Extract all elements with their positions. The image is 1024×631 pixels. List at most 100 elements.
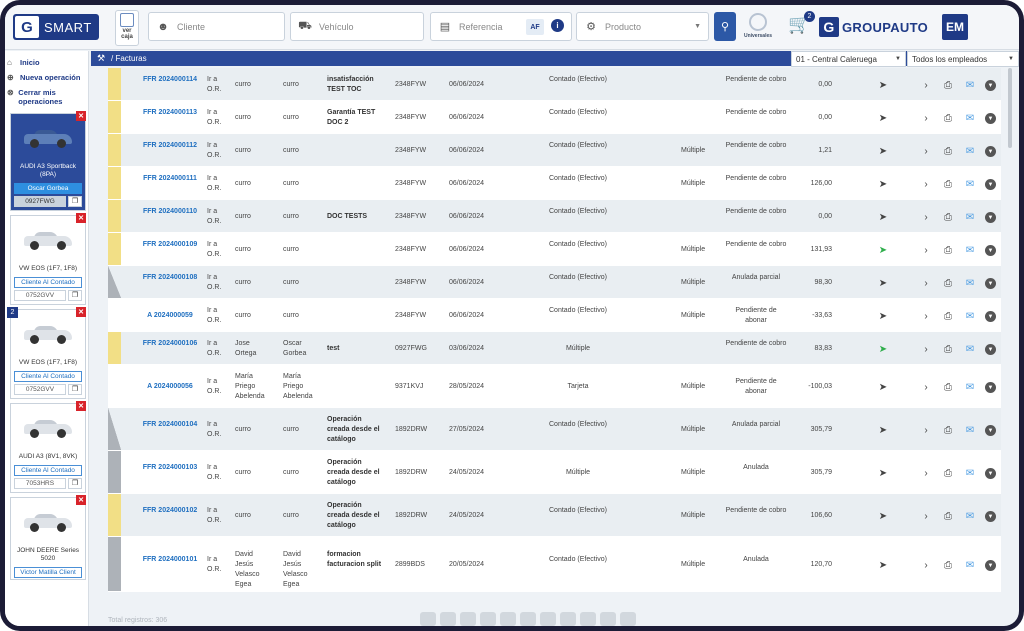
table-row[interactable]: FFR 2024000104 Ir a O.R. curro curro Operaci… — [108, 408, 1001, 451]
ir-a-or-link[interactable]: Ir a O.R. — [207, 208, 222, 225]
send-icon[interactable]: ➤ — [878, 145, 888, 157]
vehicle-card[interactable]: VW EOS (1F7, 1F8) Cliente Al Contado 0752G… — [7, 307, 86, 399]
print-icon[interactable]: ⎙ — [944, 244, 952, 256]
vehicle-client[interactable]: Cliente Al Contado — [14, 465, 82, 476]
send-icon[interactable]: ➤ — [878, 178, 888, 190]
page-button[interactable] — [540, 612, 556, 626]
print-icon[interactable]: ⎙ — [944, 381, 952, 393]
more-options-icon[interactable]: ▼ — [985, 278, 996, 289]
ir-a-or-link[interactable]: Ir a O.R. — [207, 464, 222, 481]
page-first-button[interactable] — [420, 612, 436, 626]
ir-a-or-link[interactable]: Ir a O.R. — [207, 307, 222, 324]
table-row[interactable]: FFR 2024000113 Ir a O.R. curro curro Garantí… — [108, 101, 1001, 134]
mail-icon[interactable]: ✉ — [965, 244, 975, 256]
send-icon[interactable]: ➤ — [878, 343, 888, 355]
more-options-icon[interactable]: ▼ — [985, 245, 996, 256]
table-row[interactable]: FFR 2024000103 Ir a O.R. curro curro Operaci… — [108, 451, 1001, 494]
send-icon[interactable]: ➤ — [878, 424, 888, 436]
more-options-icon[interactable]: ▼ — [985, 80, 996, 91]
print-icon[interactable]: ⎙ — [944, 467, 952, 479]
close-icon[interactable]: ✕ — [76, 495, 86, 505]
close-icon[interactable]: ✕ — [76, 111, 86, 121]
app-logo[interactable]: G SMART — [13, 14, 99, 40]
page-next-button[interactable] — [600, 612, 616, 626]
vehicle-client[interactable]: Oscar Gorbea — [14, 183, 82, 194]
invoice-number-link[interactable]: A 2024000059 — [147, 312, 193, 319]
send-icon[interactable]: ➤ — [878, 277, 888, 289]
table-row[interactable]: FFR 2024000106 Ir a O.R. Jose Ortega Oscar … — [108, 332, 1001, 365]
send-icon[interactable]: ➤ — [878, 244, 888, 256]
ir-a-or-link[interactable]: Ir a O.R. — [207, 556, 222, 573]
mail-icon[interactable]: ✉ — [965, 381, 975, 393]
chevron-right-icon[interactable]: › — [924, 277, 928, 289]
invoice-number-link[interactable]: FFR 2024000110 — [142, 208, 198, 215]
mail-icon[interactable]: ✉ — [965, 112, 975, 124]
chevron-right-icon[interactable]: › — [924, 178, 928, 190]
page-last-button[interactable] — [620, 612, 636, 626]
invoice-number-link[interactable]: FFR 2024000102 — [142, 507, 198, 514]
mail-icon[interactable]: ✉ — [965, 559, 975, 571]
send-icon[interactable]: ➤ — [878, 211, 888, 223]
invoice-number-link[interactable]: FFR 2024000103 — [142, 464, 198, 471]
chevron-right-icon[interactable]: › — [924, 467, 928, 479]
page-button[interactable] — [500, 612, 516, 626]
more-options-icon[interactable]: ▼ — [985, 344, 996, 355]
print-icon[interactable]: ⎙ — [944, 310, 952, 322]
invoice-number-link[interactable]: FFR 2024000112 — [142, 142, 198, 149]
invoice-number-link[interactable]: FFR 2024000106 — [142, 340, 198, 347]
ir-a-or-link[interactable]: Ir a O.R. — [207, 142, 222, 159]
nav-nueva-operacion[interactable]: ⊕ Nueva operación — [5, 70, 88, 85]
producto-select[interactable]: ⚙ Producto ▼ — [576, 12, 709, 41]
invoice-number-link[interactable]: FFR 2024000109 — [142, 241, 198, 248]
ver-caja-button[interactable]: ver caja — [115, 10, 139, 46]
close-icon[interactable]: ✕ — [76, 213, 86, 223]
more-options-icon[interactable]: ▼ — [985, 468, 996, 479]
mail-icon[interactable]: ✉ — [965, 211, 975, 223]
print-icon[interactable]: ⎙ — [944, 510, 952, 522]
send-icon[interactable]: ➤ — [878, 112, 888, 124]
page-button[interactable] — [520, 612, 536, 626]
table-row[interactable]: FFR 2024000111 Ir a O.R. curro curro 2348FYW… — [108, 167, 1001, 200]
invoice-number-link[interactable]: FFR 2024000108 — [142, 274, 198, 281]
af-button[interactable]: AF — [526, 19, 544, 35]
invoice-number-link[interactable]: FFR 2024000101 — [142, 556, 198, 563]
mail-icon[interactable]: ✉ — [965, 310, 975, 322]
print-icon[interactable]: ⎙ — [944, 343, 952, 355]
cart-button[interactable]: 🛒 2 — [788, 11, 815, 40]
user-avatar[interactable]: EM — [942, 14, 968, 40]
more-options-icon[interactable]: ▼ — [985, 146, 996, 157]
chevron-right-icon[interactable]: › — [924, 381, 928, 393]
print-icon[interactable]: ⎙ — [944, 145, 952, 157]
page-button[interactable] — [460, 612, 476, 626]
vehicle-card[interactable]: AUDI A3 Sportback (8PA) Oscar Gorbea 0927F… — [10, 111, 86, 211]
more-options-icon[interactable]: ▼ — [985, 113, 996, 124]
more-options-icon[interactable]: ▼ — [985, 560, 996, 571]
table-row[interactable]: FFR 2024000101 Ir a O.R. David Jesús Velas… — [108, 537, 1001, 592]
send-icon[interactable]: ➤ — [878, 467, 888, 479]
mail-icon[interactable]: ✉ — [965, 424, 975, 436]
chevron-right-icon[interactable]: › — [924, 244, 928, 256]
close-icon[interactable]: ✕ — [76, 401, 86, 411]
copy-icon[interactable]: ❐ — [68, 196, 82, 207]
mail-icon[interactable]: ✉ — [965, 277, 975, 289]
print-icon[interactable]: ⎙ — [944, 178, 952, 190]
copy-icon[interactable]: ❐ — [68, 478, 82, 489]
nav-inicio[interactable]: ⌂ Inicio — [5, 55, 88, 70]
send-icon[interactable]: ➤ — [878, 79, 888, 91]
table-row[interactable]: FFR 2024000110 Ir a O.R. curro curro DOC TES… — [108, 200, 1001, 233]
table-row[interactable]: A 2024000059 Ir a O.R. curro curro 2348FYW 06… — [108, 299, 1001, 332]
vehiculo-input[interactable]: ⛟ Vehículo — [290, 12, 424, 41]
more-options-icon[interactable]: ▼ — [985, 179, 996, 190]
search-button[interactable]: ⚲ — [714, 12, 736, 41]
chevron-right-icon[interactable]: › — [924, 310, 928, 322]
page-button[interactable] — [480, 612, 496, 626]
chevron-right-icon[interactable]: › — [924, 559, 928, 571]
mail-icon[interactable]: ✉ — [965, 343, 975, 355]
ir-a-or-link[interactable]: Ir a O.R. — [207, 507, 222, 524]
print-icon[interactable]: ⎙ — [944, 277, 952, 289]
ir-a-or-link[interactable]: Ir a O.R. — [207, 76, 222, 93]
print-icon[interactable]: ⎙ — [944, 211, 952, 223]
ir-a-or-link[interactable]: Ir a O.R. — [207, 340, 222, 357]
info-icon[interactable]: i — [551, 19, 564, 32]
page-button[interactable] — [580, 612, 596, 626]
